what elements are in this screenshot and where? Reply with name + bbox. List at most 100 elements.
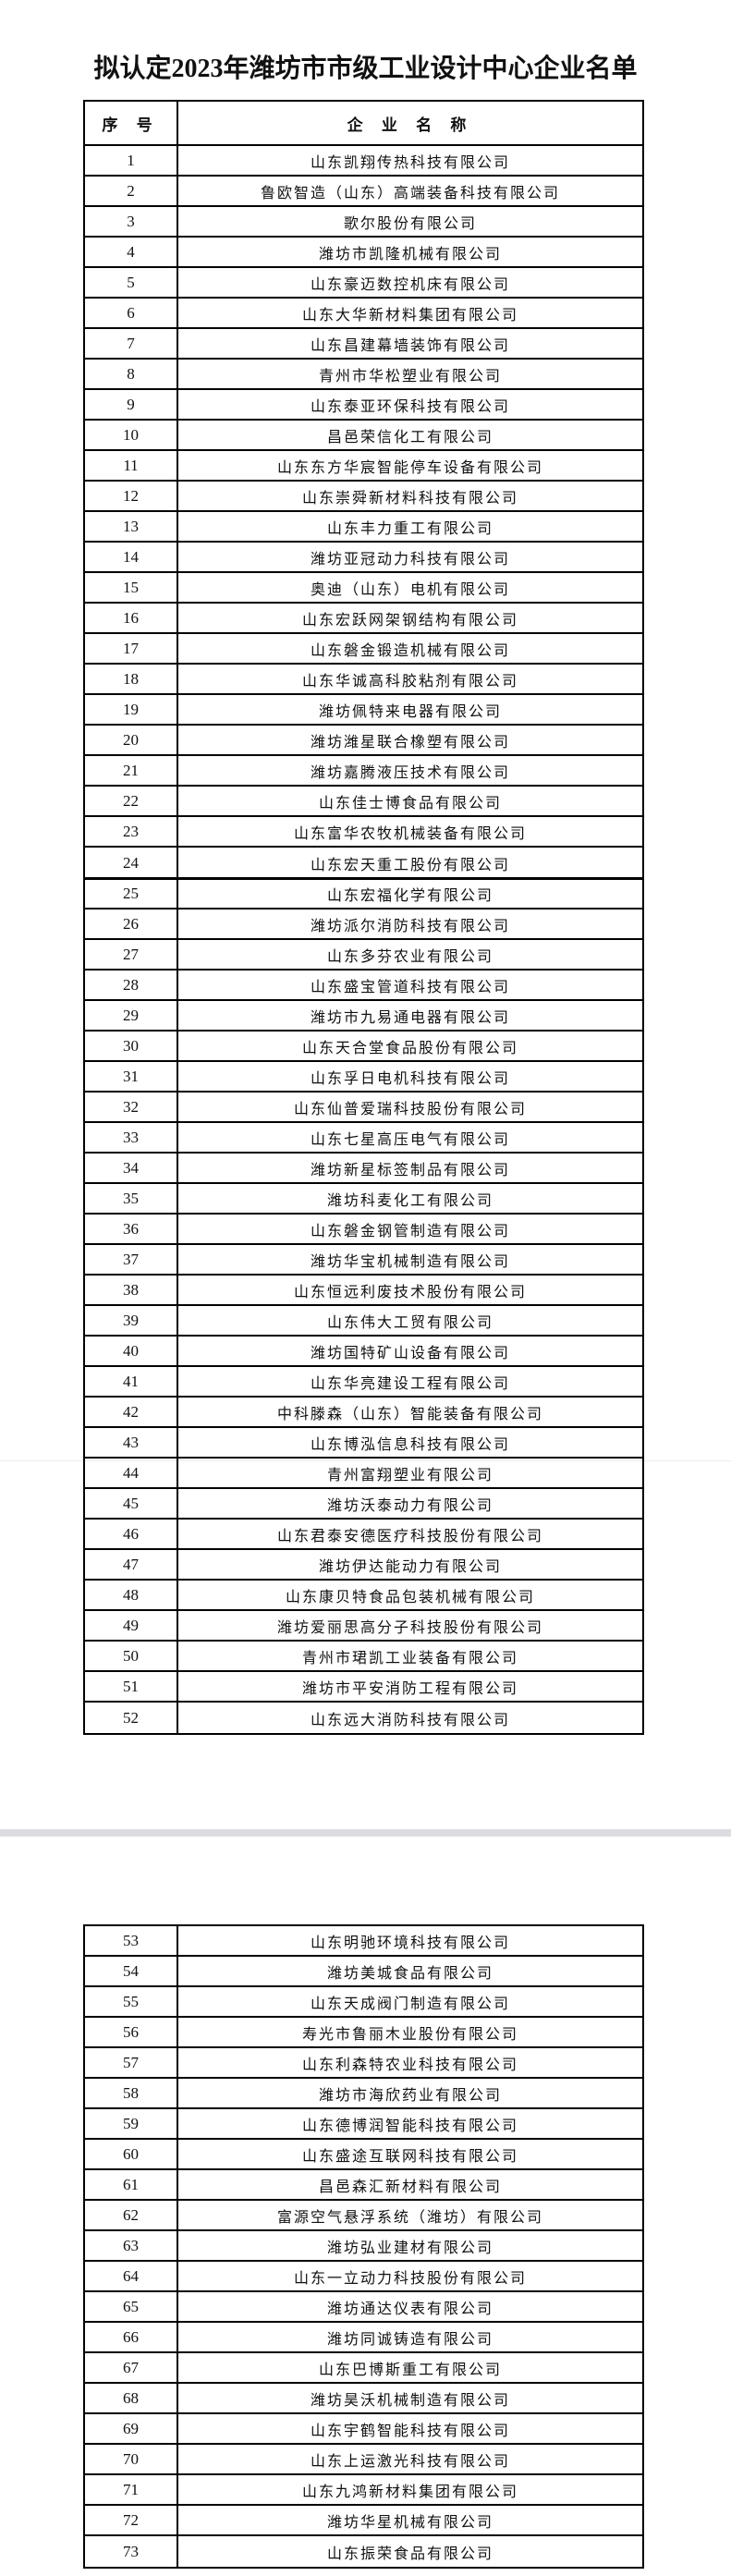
row-number: 47 bbox=[85, 1550, 178, 1579]
table-row: 70 山东上运激光科技有限公司 bbox=[85, 2445, 642, 2475]
company-name: 奥迪（山东）电机有限公司 bbox=[310, 581, 510, 598]
row-number: 57 bbox=[85, 2048, 178, 2077]
company-name: 潍坊昊沃机械制造有限公司 bbox=[310, 2392, 510, 2409]
company-table: 25 山东宏福化学有限公司 26 潍坊派尔消防科技有限公司 27 山东多芬农业有限公司 28… bbox=[83, 877, 644, 1735]
company-name: 山东上运激光科技有限公司 bbox=[310, 2453, 510, 2470]
row-number: 52 bbox=[85, 1703, 178, 1733]
row-number: 18 bbox=[85, 665, 178, 693]
table-row: 66 潍坊同诚铸造有限公司 bbox=[85, 2323, 642, 2353]
row-number: 45 bbox=[85, 1489, 178, 1518]
row-number: 20 bbox=[85, 726, 178, 754]
table-row: 8 青州市华松塑业有限公司 bbox=[85, 360, 642, 390]
row-number: 17 bbox=[85, 634, 178, 663]
company-name: 山东昌建幕墙装饰有限公司 bbox=[310, 337, 510, 354]
table-row: 60 山东盛途互联网科技有限公司 bbox=[85, 2140, 642, 2170]
company-name: 山东宏福化学有限公司 bbox=[326, 887, 493, 904]
company-name: 潍坊同诚铸造有限公司 bbox=[326, 2331, 493, 2348]
row-number: 10 bbox=[85, 421, 178, 449]
table-row: 7 山东昌建幕墙装饰有限公司 bbox=[85, 329, 642, 360]
company-name: 潍坊嘉腾液压技术有限公司 bbox=[310, 764, 510, 781]
table-row: 69 山东宇鹤智能科技有限公司 bbox=[85, 2414, 642, 2445]
table-row: 34 潍坊新星标签制品有限公司 bbox=[85, 1154, 642, 1184]
row-number: 31 bbox=[85, 1062, 178, 1091]
company-name: 山东盛途互联网科技有限公司 bbox=[301, 2148, 518, 2165]
table-row: 68 潍坊昊沃机械制造有限公司 bbox=[85, 2384, 642, 2414]
table-row: 61 昌邑森汇新材料有限公司 bbox=[85, 2170, 642, 2201]
table-row: 51 潍坊市平安消防工程有限公司 bbox=[85, 1672, 642, 1703]
row-number: 1 bbox=[85, 146, 178, 175]
row-number: 34 bbox=[85, 1154, 178, 1182]
company-name: 潍坊国特矿山设备有限公司 bbox=[310, 1345, 510, 1361]
table-row: 49 潍坊爱丽思高分子科技股份有限公司 bbox=[85, 1611, 642, 1642]
table-row: 42 中科滕森（山东）智能装备有限公司 bbox=[85, 1398, 642, 1428]
company-name: 潍坊派尔消防科技有限公司 bbox=[310, 918, 510, 934]
table-row: 31 山东孚日电机科技有限公司 bbox=[85, 1062, 642, 1093]
table-row: 55 山东天成阀门制造有限公司 bbox=[85, 1987, 642, 2018]
table-row: 71 山东九鸿新材料集团有限公司 bbox=[85, 2475, 642, 2506]
table-row: 41 山东华亮建设工程有限公司 bbox=[85, 1367, 642, 1398]
company-name: 山东一立动力科技股份有限公司 bbox=[293, 2270, 527, 2287]
row-number: 5 bbox=[85, 268, 178, 297]
row-number: 50 bbox=[85, 1642, 178, 1670]
company-name: 山东孚日电机科技有限公司 bbox=[310, 1070, 510, 1087]
table-row: 18 山东华诚高科胶粘剂有限公司 bbox=[85, 665, 642, 695]
company-name: 山东振荣食品有限公司 bbox=[326, 2545, 493, 2562]
row-number: 8 bbox=[85, 360, 178, 388]
company-name: 潍坊弘业建材有限公司 bbox=[326, 2240, 493, 2256]
row-number: 16 bbox=[85, 604, 178, 632]
table-row: 27 山东多芬农业有限公司 bbox=[85, 940, 642, 971]
table-row: 33 山东七星高压电气有限公司 bbox=[85, 1123, 642, 1154]
table-row: 40 潍坊国特矿山设备有限公司 bbox=[85, 1337, 642, 1367]
table-row: 3 歌尔股份有限公司 bbox=[85, 207, 642, 238]
row-number: 62 bbox=[85, 2201, 178, 2229]
company-name: 山东崇舜新材料科技有限公司 bbox=[301, 490, 518, 507]
table-row: 6 山东大华新材料集团有限公司 bbox=[85, 299, 642, 329]
table-row: 21 潍坊嘉腾液压技术有限公司 bbox=[85, 756, 642, 787]
company-name: 山东多芬农业有限公司 bbox=[326, 948, 493, 965]
row-number: 37 bbox=[85, 1245, 178, 1274]
company-name: 山东宏天重工股份有限公司 bbox=[310, 857, 510, 873]
table-row: 32 山东仙普爱瑞科技股份有限公司 bbox=[85, 1093, 642, 1123]
table-row: 46 山东君泰安德医疗科技股份有限公司 bbox=[85, 1520, 642, 1550]
company-name: 潍坊伊达能动力有限公司 bbox=[318, 1558, 502, 1575]
table-row: 58 潍坊市海欣药业有限公司 bbox=[85, 2079, 642, 2109]
table-row: 67 山东巴博斯重工有限公司 bbox=[85, 2353, 642, 2384]
row-number: 28 bbox=[85, 971, 178, 999]
table-row: 13 山东丰力重工有限公司 bbox=[85, 512, 642, 543]
company-table: 序 号 企 业 名 称 1 山东凯翔传热科技有限公司 2 鲁欧智造（山东）高端装备科技有限… bbox=[83, 100, 644, 880]
company-name: 中科滕森（山东）智能装备有限公司 bbox=[276, 1406, 543, 1422]
company-name: 潍坊华星机械有限公司 bbox=[326, 2514, 493, 2531]
row-number: 63 bbox=[85, 2231, 178, 2260]
company-name: 山东天合堂食品股份有限公司 bbox=[301, 1040, 518, 1056]
row-number: 61 bbox=[85, 2170, 178, 2199]
table-row: 30 山东天合堂食品股份有限公司 bbox=[85, 1032, 642, 1062]
company-name: 山东豪迈数控机床有限公司 bbox=[310, 276, 510, 293]
table-row: 47 潍坊伊达能动力有限公司 bbox=[85, 1550, 642, 1581]
row-number: 54 bbox=[85, 1957, 178, 1985]
company-name: 山东泰亚环保科技有限公司 bbox=[310, 398, 510, 415]
row-number: 49 bbox=[85, 1611, 178, 1640]
table-row: 1 山东凯翔传热科技有限公司 bbox=[85, 146, 642, 177]
row-number: 9 bbox=[85, 390, 178, 419]
company-name: 山东康贝特食品包装机械有限公司 bbox=[285, 1589, 535, 1605]
table-row: 15 奥迪（山东）电机有限公司 bbox=[85, 573, 642, 604]
table-row: 5 山东豪迈数控机床有限公司 bbox=[85, 268, 642, 299]
row-number: 27 bbox=[85, 940, 178, 969]
row-number: 2 bbox=[85, 177, 178, 205]
row-number: 65 bbox=[85, 2292, 178, 2321]
table-row: 24 山东宏天重工股份有限公司 bbox=[85, 848, 642, 878]
company-name: 昌邑森汇新材料有限公司 bbox=[318, 2179, 502, 2195]
table-row: 29 潍坊市九易通电器有限公司 bbox=[85, 1001, 642, 1032]
row-number: 15 bbox=[85, 573, 178, 602]
table-row: 48 山东康贝特食品包装机械有限公司 bbox=[85, 1581, 642, 1611]
company-name: 潍坊亚冠动力科技有限公司 bbox=[310, 551, 510, 568]
company-name: 富源空气悬浮系统（潍坊）有限公司 bbox=[276, 2209, 543, 2226]
row-number: 46 bbox=[85, 1520, 178, 1548]
row-number: 59 bbox=[85, 2109, 178, 2138]
row-number: 41 bbox=[85, 1367, 178, 1396]
row-number: 12 bbox=[85, 482, 178, 510]
table-row: 16 山东宏跃网架钢结构有限公司 bbox=[85, 604, 642, 634]
row-number: 38 bbox=[85, 1276, 178, 1304]
row-number: 13 bbox=[85, 512, 178, 541]
row-number: 68 bbox=[85, 2384, 178, 2412]
